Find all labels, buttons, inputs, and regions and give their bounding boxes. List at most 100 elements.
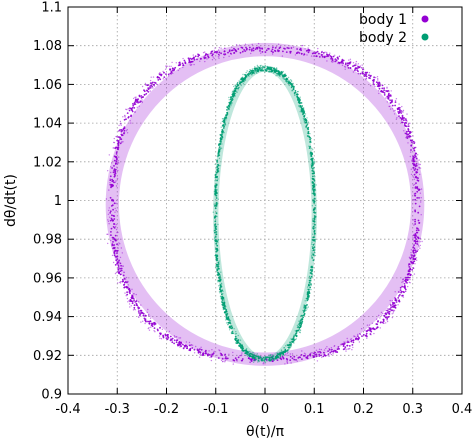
data-point <box>403 130 405 132</box>
data-point <box>170 338 173 341</box>
data-point <box>299 47 302 50</box>
data-point <box>132 97 135 100</box>
data-point <box>120 269 123 272</box>
data-point <box>179 337 182 339</box>
data-point <box>211 349 213 351</box>
data-point <box>412 176 415 178</box>
data-point <box>165 73 167 75</box>
y-tick-label: 1.04 <box>33 117 62 132</box>
data-point <box>214 180 216 182</box>
data-point <box>299 96 301 98</box>
data-point <box>223 308 226 310</box>
data-point <box>378 87 381 90</box>
data-point <box>240 84 242 87</box>
data-point <box>220 147 223 149</box>
data-point <box>296 48 298 50</box>
data-point <box>193 348 196 351</box>
data-point <box>174 66 177 69</box>
data-point <box>113 254 116 257</box>
data-point <box>239 346 242 349</box>
data-point <box>196 58 198 61</box>
data-point <box>117 238 120 240</box>
data-point <box>321 50 323 53</box>
data-point <box>121 280 124 283</box>
data-point <box>229 329 231 331</box>
data-point <box>211 54 214 57</box>
data-point <box>301 358 303 360</box>
data-point <box>361 67 364 69</box>
data-point <box>232 332 234 335</box>
data-point <box>273 359 275 361</box>
data-point <box>399 294 401 296</box>
data-point <box>314 351 316 354</box>
data-point <box>362 68 365 70</box>
data-point <box>254 355 257 357</box>
data-point <box>237 334 239 337</box>
data-point <box>395 118 398 120</box>
data-point <box>365 71 367 74</box>
data-point <box>157 79 160 81</box>
data-point <box>309 151 312 154</box>
data-point <box>289 359 292 362</box>
data-point <box>107 220 110 223</box>
data-point <box>108 223 110 225</box>
data-point <box>407 130 410 133</box>
data-point <box>117 282 119 284</box>
data-point <box>148 329 151 331</box>
data-point <box>233 90 236 93</box>
data-point <box>336 351 339 353</box>
data-point <box>233 52 236 54</box>
data-point <box>301 350 303 352</box>
data-point <box>116 258 119 260</box>
data-point <box>250 352 252 355</box>
data-point <box>230 105 232 107</box>
data-point <box>149 320 152 323</box>
data-point <box>205 352 207 355</box>
data-point <box>218 260 220 262</box>
data-point <box>294 330 296 332</box>
data-point <box>379 317 381 319</box>
data-point <box>232 351 234 354</box>
data-point <box>219 352 222 354</box>
data-point <box>406 113 408 115</box>
data-point <box>288 84 290 87</box>
data-point <box>312 55 315 57</box>
data-point <box>384 316 387 319</box>
data-point <box>288 80 290 82</box>
data-point <box>414 183 416 186</box>
data-point <box>257 46 260 48</box>
data-point <box>291 90 293 92</box>
data-point <box>393 304 396 307</box>
data-point <box>123 271 125 274</box>
data-point <box>309 354 312 357</box>
y-tick-label: 0.9 <box>41 388 62 403</box>
data-point <box>245 48 248 51</box>
data-point <box>402 296 405 298</box>
x-tick-label: 0.2 <box>353 402 374 417</box>
data-point <box>373 332 375 335</box>
data-point <box>261 48 264 50</box>
data-point <box>386 317 389 320</box>
data-point <box>413 254 416 257</box>
data-point <box>311 181 313 183</box>
data-point <box>350 338 352 340</box>
data-point <box>382 312 384 315</box>
data-point <box>130 300 133 302</box>
data-point <box>121 252 124 254</box>
y-axis-label: dθ/dt(t) <box>3 174 19 227</box>
data-point <box>310 275 313 278</box>
data-point <box>120 247 123 249</box>
data-point <box>416 168 419 171</box>
data-point <box>414 263 416 265</box>
data-point <box>326 51 328 54</box>
data-point <box>140 321 142 323</box>
data-point <box>340 60 343 63</box>
data-point <box>113 175 116 178</box>
data-point <box>289 344 292 347</box>
data-point <box>394 99 397 102</box>
data-point <box>213 57 215 60</box>
data-point <box>314 354 316 356</box>
data-point <box>311 177 313 180</box>
data-point <box>397 107 400 109</box>
data-point <box>146 90 149 92</box>
